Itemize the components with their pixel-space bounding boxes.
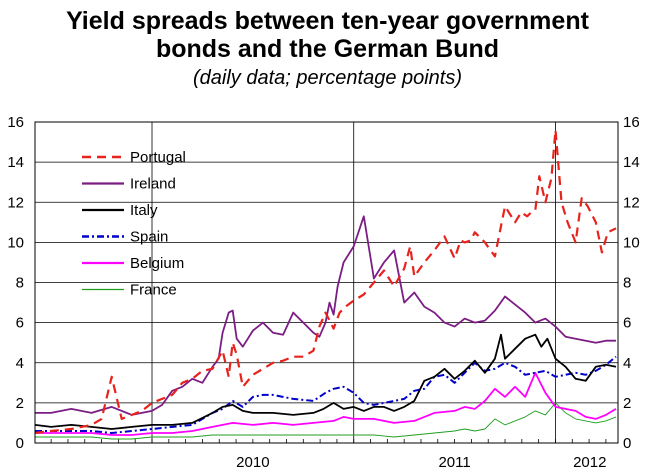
y-tick-label-right-10: 10 xyxy=(623,234,640,251)
y-tick-label-right-14: 14 xyxy=(623,154,640,171)
legend-label-portugal: Portugal xyxy=(130,149,186,166)
legend-label-france: France xyxy=(130,282,177,299)
legend-label-spain: Spain xyxy=(130,229,168,246)
y-tick-label-right-8: 8 xyxy=(623,275,631,292)
legend-label-belgium: Belgium xyxy=(130,255,184,272)
y-tick-label-left-6: 6 xyxy=(16,315,24,332)
y-tick-label-left-10: 10 xyxy=(7,234,24,251)
y-tick-label-left-14: 14 xyxy=(7,154,24,171)
y-tick-label-left-0: 0 xyxy=(16,435,24,452)
y-tick-label-left-8: 8 xyxy=(16,275,24,292)
plot-frame xyxy=(34,121,619,444)
chart-title-line-1: Yield spreads between ten-year governmen… xyxy=(66,7,589,35)
x-tick-label-2012: 2012 xyxy=(573,454,606,471)
y-tick-label-right-16: 16 xyxy=(623,114,640,131)
y-tick-label-right-6: 6 xyxy=(623,315,631,332)
series-line-belgium xyxy=(35,371,617,436)
y-tick-label-left-4: 4 xyxy=(16,355,24,372)
y-tick-label-right-12: 12 xyxy=(623,194,640,211)
y-tick-label-left-12: 12 xyxy=(7,194,24,211)
y-tick-label-right-4: 4 xyxy=(623,355,631,372)
series-line-italy xyxy=(34,333,617,430)
y-tick-label-left-16: 16 xyxy=(7,114,24,131)
x-tick-label-2011: 2011 xyxy=(438,454,470,471)
x-tick-label-2010: 2010 xyxy=(236,454,269,471)
series-line-portugal xyxy=(34,128,617,435)
legend-label-ireland: Ireland xyxy=(130,176,176,193)
y-tick-label-right-2: 2 xyxy=(623,395,631,412)
y-tick-label-right-0: 0 xyxy=(623,435,631,452)
chart-title-line-2: bonds and the German Bund xyxy=(155,35,500,63)
legend-label-italy: Italy xyxy=(130,202,158,219)
chart-subtitle: (daily data; percentage points) xyxy=(192,67,463,89)
series-line-spain xyxy=(35,355,617,434)
y-tick-label-left-2: 2 xyxy=(16,395,24,412)
series-line-ireland xyxy=(35,215,616,416)
